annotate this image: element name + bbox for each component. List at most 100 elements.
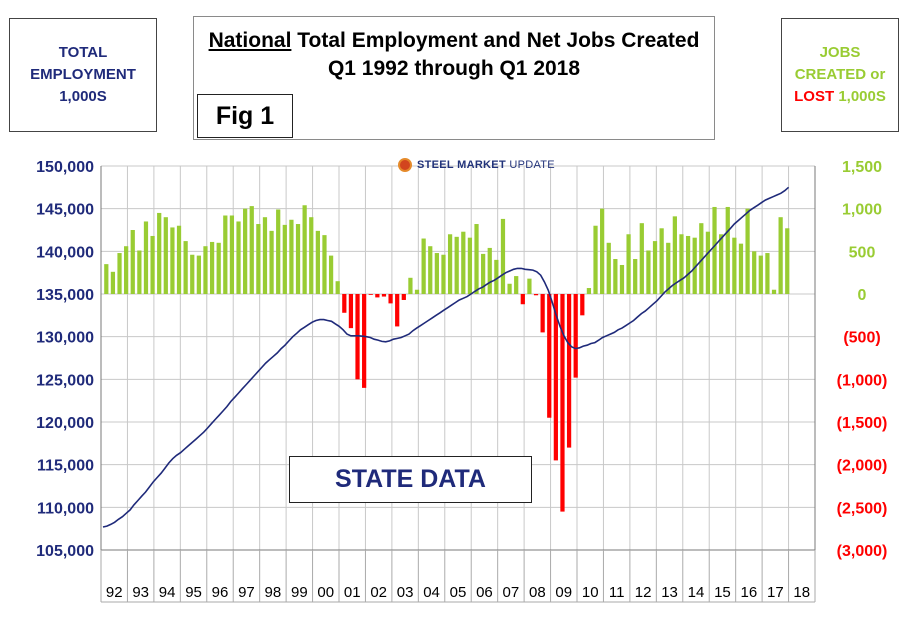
chart-title-national: National bbox=[208, 29, 292, 52]
right-axis-title-units: 1,000S bbox=[838, 88, 886, 105]
bar bbox=[732, 237, 737, 294]
bar bbox=[481, 253, 486, 294]
bar bbox=[745, 208, 750, 294]
bar bbox=[289, 219, 294, 294]
bar bbox=[176, 225, 182, 294]
x-axis-tick-label: 05 bbox=[450, 584, 467, 601]
bar bbox=[573, 294, 578, 378]
bar bbox=[249, 206, 254, 294]
x-axis-tick-label: 13 bbox=[661, 584, 678, 601]
left-axis-tick-label: 125,000 bbox=[36, 372, 94, 389]
bar bbox=[196, 255, 201, 294]
bar bbox=[553, 294, 558, 461]
logo-text-light: UPDATE bbox=[509, 159, 555, 171]
right-axis-title-lost: LOST bbox=[794, 88, 835, 105]
bar bbox=[467, 237, 473, 294]
bar bbox=[500, 218, 506, 294]
bar bbox=[447, 234, 453, 294]
left-axis-tick-label: 105,000 bbox=[36, 543, 94, 560]
x-axis-tick-label: 01 bbox=[344, 584, 361, 601]
x-axis-tick-label: 94 bbox=[159, 584, 176, 601]
right-axis-tick-label: 1,500 bbox=[842, 159, 882, 176]
bar bbox=[666, 242, 671, 294]
bar bbox=[428, 246, 433, 294]
bar bbox=[150, 235, 155, 294]
bar bbox=[685, 235, 691, 294]
x-axis-tick-label: 07 bbox=[503, 584, 520, 601]
bar bbox=[157, 212, 162, 294]
bar bbox=[619, 264, 625, 294]
bar bbox=[216, 242, 221, 294]
bar bbox=[659, 228, 664, 294]
bar bbox=[355, 294, 360, 380]
x-axis-tick-labels: 92 93 94 95 96 97 98 99 00 01 02 03 04 05 06 07 08 09 10 11… bbox=[106, 584, 810, 601]
bar bbox=[163, 217, 168, 294]
bar bbox=[652, 241, 658, 294]
right-axis-tick-label: (2,000) bbox=[837, 458, 888, 475]
left-axis-title-box: TOTAL EMPLOYMENT 1,000S bbox=[9, 18, 157, 132]
bar bbox=[388, 294, 393, 304]
x-axis-tick-label: 99 bbox=[291, 584, 308, 601]
chart-title-line2: Q1 1992 through Q1 2018 bbox=[327, 57, 581, 80]
bar bbox=[533, 294, 539, 296]
right-axis-title-box: JOBS CREATED or LOST 1,000S bbox=[781, 18, 899, 132]
bar bbox=[183, 241, 188, 294]
right-axis-title-line1: JOBS bbox=[819, 44, 861, 61]
bar bbox=[223, 215, 228, 294]
bar bbox=[580, 294, 585, 316]
bar bbox=[494, 259, 499, 294]
bar bbox=[626, 234, 631, 294]
bar bbox=[613, 259, 618, 294]
bar bbox=[633, 259, 638, 294]
bar bbox=[143, 221, 149, 294]
bar bbox=[474, 224, 479, 294]
x-axis-tick-label: 02 bbox=[370, 584, 387, 601]
bar bbox=[487, 247, 492, 294]
right-axis-tick-label: 500 bbox=[849, 244, 876, 261]
bar bbox=[778, 217, 783, 294]
bar bbox=[302, 205, 307, 294]
bar bbox=[276, 209, 281, 294]
bar bbox=[335, 281, 340, 294]
left-axis-tick-label: 115,000 bbox=[37, 458, 94, 475]
bar bbox=[705, 231, 711, 294]
right-axis-tick-label: 1,000 bbox=[842, 202, 882, 219]
bar bbox=[362, 294, 367, 388]
bar bbox=[560, 294, 565, 512]
bar bbox=[342, 294, 347, 313]
bar bbox=[269, 230, 274, 294]
bar bbox=[309, 217, 314, 294]
chart-title-rest: Total Employment and Net Jobs Created bbox=[297, 29, 700, 52]
x-axis-tick-label: 08 bbox=[529, 584, 546, 601]
bar bbox=[375, 294, 380, 298]
employment-line bbox=[102, 186, 790, 528]
bar bbox=[256, 224, 261, 294]
chart-title-line1: National Total Employment and Net Jobs C… bbox=[194, 29, 714, 53]
bar bbox=[725, 206, 730, 294]
x-axis-tick-label: 04 bbox=[423, 584, 440, 601]
bar bbox=[130, 230, 135, 294]
left-axis-tick-label: 130,000 bbox=[36, 330, 94, 347]
bar bbox=[586, 288, 592, 294]
x-axis-tick-label: 95 bbox=[185, 584, 202, 601]
bar bbox=[229, 215, 235, 294]
x-axis-tick-label: 10 bbox=[582, 584, 599, 601]
bar bbox=[421, 238, 426, 294]
bar bbox=[441, 254, 446, 294]
bar bbox=[461, 231, 466, 294]
bar bbox=[785, 228, 790, 294]
x-axis-tick-label: 14 bbox=[688, 584, 705, 601]
bar bbox=[348, 294, 354, 329]
bar bbox=[117, 253, 122, 294]
right-axis-tick-label: (2,500) bbox=[837, 500, 888, 517]
state-data-label: STATE DATA bbox=[289, 456, 532, 503]
x-axis-tick-label: 17 bbox=[767, 584, 784, 601]
x-axis-tick-label: 09 bbox=[555, 584, 572, 601]
left-axis-title-line3: 1,000S bbox=[59, 88, 107, 105]
bar bbox=[408, 277, 413, 294]
bar bbox=[209, 241, 215, 294]
bar bbox=[315, 230, 320, 294]
right-axis-tick-label: (500) bbox=[843, 330, 880, 347]
bar bbox=[434, 253, 439, 294]
bar bbox=[692, 237, 697, 294]
